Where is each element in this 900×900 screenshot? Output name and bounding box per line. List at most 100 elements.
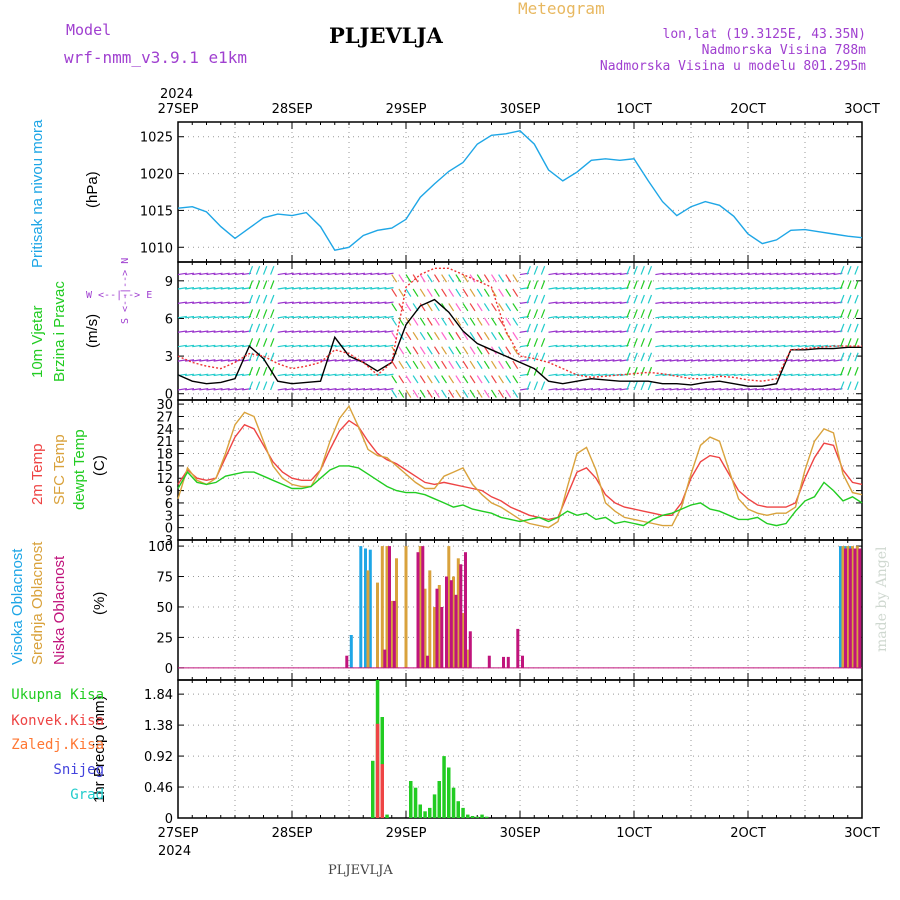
wind-barb bbox=[227, 315, 237, 319]
wind-barb bbox=[498, 331, 504, 341]
wind-barb bbox=[819, 359, 829, 362]
wind-barb bbox=[662, 272, 672, 276]
wind-barb bbox=[669, 344, 679, 348]
precip-bar-total_precip bbox=[423, 811, 427, 818]
wind-barb bbox=[676, 287, 686, 290]
wind-barb bbox=[448, 331, 455, 341]
wind-barb bbox=[598, 272, 608, 276]
wind-barb bbox=[185, 287, 195, 290]
wind-barb bbox=[655, 330, 665, 333]
wind-barb bbox=[299, 373, 309, 377]
wind-barb bbox=[576, 301, 586, 304]
model-label: Model bbox=[66, 21, 111, 39]
wind-barb bbox=[462, 389, 469, 398]
wind-barb bbox=[598, 359, 608, 362]
precip-bar-total_precip bbox=[409, 781, 413, 818]
wind-barb bbox=[206, 301, 216, 304]
wind-barb bbox=[398, 360, 405, 370]
wind-barb bbox=[555, 330, 565, 333]
dewpoint-label: dewpt Temp bbox=[71, 429, 88, 510]
wind-barb bbox=[740, 388, 750, 391]
wind-barb bbox=[584, 301, 594, 304]
wind-barb bbox=[655, 301, 665, 304]
wind-barb bbox=[512, 389, 519, 398]
wind-barb bbox=[605, 330, 615, 333]
wind-barb bbox=[755, 388, 765, 391]
wind-barb bbox=[234, 315, 244, 319]
wind-barb bbox=[320, 344, 330, 348]
wind-barb bbox=[804, 373, 814, 377]
wind-barb bbox=[483, 317, 490, 326]
wind-barb bbox=[412, 360, 419, 370]
wind-barb bbox=[840, 338, 845, 347]
wind-barb bbox=[726, 330, 736, 333]
wind-barb bbox=[320, 330, 330, 333]
wind-barb bbox=[540, 309, 546, 319]
wind-barb bbox=[320, 315, 330, 319]
low-cloud-label: Niska Oblacnost bbox=[51, 555, 68, 665]
wind-barb bbox=[412, 375, 419, 384]
wind-barb bbox=[199, 287, 209, 290]
wind-barb bbox=[505, 303, 512, 312]
wind-barb bbox=[412, 331, 419, 341]
legend-hail: Grad bbox=[70, 787, 104, 803]
temp2m-label: 2m Temp bbox=[29, 444, 46, 505]
wind-barb bbox=[640, 381, 645, 391]
wind-barb bbox=[854, 366, 859, 376]
wind-barb bbox=[740, 359, 750, 362]
wind-barb bbox=[712, 287, 722, 290]
wind-barb bbox=[676, 330, 686, 333]
wind-barb bbox=[698, 330, 708, 333]
wind-barb bbox=[334, 388, 344, 391]
wind-barb bbox=[854, 309, 859, 319]
wind-barb bbox=[847, 381, 852, 391]
wind-barb bbox=[262, 323, 268, 333]
wind-barb bbox=[490, 389, 497, 398]
wind-barb bbox=[847, 352, 852, 362]
wind-barb bbox=[662, 344, 672, 348]
wind-barb bbox=[227, 272, 237, 276]
wind-barb bbox=[733, 388, 743, 391]
wind-ytick-label: 6 bbox=[165, 312, 173, 327]
precip-unit: 1hr Precip (mm) bbox=[91, 695, 108, 803]
wind-series-wind_speed bbox=[177, 298, 862, 387]
temperature-ytick-label: 0 bbox=[165, 522, 173, 537]
wind-barb bbox=[412, 389, 419, 398]
wind-barb bbox=[712, 272, 722, 276]
precip-bar-total_precip bbox=[466, 814, 470, 818]
precip-bar-total_precip bbox=[447, 767, 451, 818]
wind-barb bbox=[469, 331, 476, 341]
wind-barb bbox=[405, 346, 412, 355]
wind-series-gust bbox=[177, 267, 862, 382]
cloud-ytick-label: 50 bbox=[156, 601, 173, 616]
wind-barb bbox=[348, 272, 358, 276]
wind-barb bbox=[555, 373, 565, 377]
wind-barb bbox=[540, 265, 546, 275]
wind-barb bbox=[612, 344, 622, 348]
wind-barb bbox=[640, 366, 645, 376]
wind-barb bbox=[854, 265, 859, 275]
wind-barb bbox=[605, 287, 615, 290]
wind-barb bbox=[370, 359, 380, 362]
wind-barb bbox=[306, 315, 316, 319]
wind-barb bbox=[498, 360, 504, 370]
cloud-bar-low_cloud bbox=[435, 588, 439, 668]
wind-barb bbox=[306, 388, 316, 391]
wind-barb bbox=[640, 294, 645, 304]
wind-barb bbox=[804, 315, 814, 319]
cloud-bar-low_cloud bbox=[440, 607, 444, 668]
precip-ytick-label: 1.84 bbox=[144, 688, 173, 703]
wind-barb bbox=[426, 346, 433, 355]
cloud-bar-low_cloud bbox=[844, 548, 847, 668]
wind-barb bbox=[213, 388, 223, 391]
wind-barb bbox=[192, 373, 202, 377]
wind-barb bbox=[569, 315, 579, 319]
wind-barb bbox=[584, 344, 594, 348]
wind-barb bbox=[327, 373, 337, 377]
wind-barb bbox=[262, 280, 268, 290]
wind-barb bbox=[248, 294, 254, 304]
pressure-ytick-label: 1020 bbox=[140, 168, 173, 183]
wind-barb bbox=[576, 272, 586, 276]
wind-barb bbox=[433, 274, 440, 283]
wind-barb bbox=[341, 359, 351, 362]
